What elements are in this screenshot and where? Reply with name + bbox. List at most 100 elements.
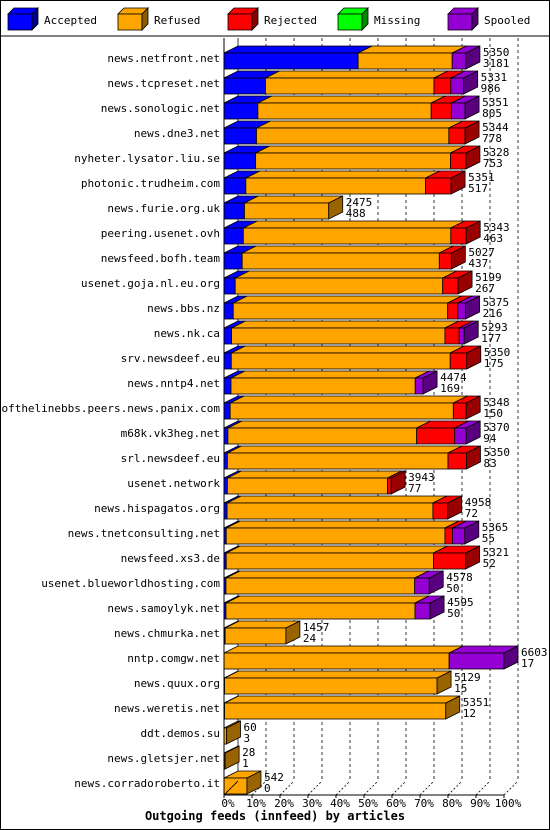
bar-total-label: 5129: [454, 671, 481, 684]
bar-top: [229, 395, 468, 404]
bar: [225, 602, 416, 620]
bar-total-label: 5027: [468, 246, 495, 259]
bar: [438, 252, 452, 270]
x-tick-label: 30%: [302, 797, 322, 810]
bar-side: [422, 370, 438, 395]
legend-swatch-side: [141, 7, 149, 31]
bar: [450, 227, 467, 245]
bar-accepted-label: 50: [447, 607, 460, 620]
bar-category-label: news.corradoroberto.it: [74, 777, 220, 790]
bar: [432, 502, 449, 520]
bar-side: [328, 195, 344, 220]
bar-segment-refused: [226, 495, 448, 520]
bar-side: [457, 270, 473, 295]
bar-top: [223, 45, 373, 54]
bar-side: [445, 695, 461, 720]
bar-segment-refused: [357, 45, 467, 70]
bar-total-label: 5375: [483, 296, 510, 309]
bar-segment-spooled: [414, 370, 438, 395]
bar-accepted-label: 17: [521, 657, 534, 670]
legend-label: Spooled: [484, 14, 530, 27]
bar: [414, 577, 430, 595]
floor-grid: [363, 780, 379, 796]
legend-item-rejected: Rejected: [227, 7, 317, 31]
bar-category-label: news.chmurka.net: [114, 627, 220, 640]
bar: [433, 552, 467, 570]
bar-segment-rejected: [430, 95, 466, 120]
bar: [414, 377, 424, 395]
x-tick-label: 10%: [246, 797, 266, 810]
bar-total-label: 5370: [483, 421, 510, 434]
bar-total-label: 5348: [483, 396, 510, 409]
bar-segment-refused: [227, 420, 431, 445]
bar-side: [246, 770, 262, 795]
bar-side: [450, 170, 466, 195]
x-tick-label: 20%: [274, 797, 294, 810]
bar-segment-rejected: [433, 545, 481, 570]
bar-side: [429, 595, 445, 620]
bar-category-label: news.sonologic.net: [101, 102, 220, 115]
floor-grid: [391, 780, 407, 796]
bar-category-label: news.samoylyk.net: [107, 602, 220, 615]
bar-total-label: 5350: [483, 446, 510, 459]
bar-total-label: 6603: [521, 646, 548, 659]
bar: [223, 452, 228, 470]
bar-segment-accepted: [223, 45, 373, 70]
bar-accepted-label: 83: [483, 457, 496, 470]
bar-top: [227, 470, 402, 479]
bar-top: [245, 170, 440, 179]
bar-top: [256, 120, 464, 129]
bar-segment-refused: [223, 720, 241, 745]
bar-segment-refused: [256, 120, 464, 145]
bar-side: [465, 420, 481, 445]
bar: [223, 202, 245, 220]
bar-segment-spooled: [450, 70, 479, 95]
bar-total-label: 5351: [463, 696, 490, 709]
bar-segment-refused: [224, 670, 452, 695]
bar-accepted-label: 0: [264, 782, 271, 795]
bar-segment-refused: [231, 320, 460, 345]
bar-segment-rejected: [452, 395, 481, 420]
bar-accepted-label: 15: [454, 682, 467, 695]
bar: [387, 477, 392, 495]
bar-total-label: 1457: [303, 621, 330, 634]
bar: [430, 102, 452, 120]
bar-top: [233, 295, 462, 304]
bar-category-label: usenet.goja.nl.eu.org: [81, 277, 220, 290]
bar: [255, 152, 451, 170]
bar-accepted-label: 517: [468, 182, 488, 195]
bar-top: [255, 145, 465, 154]
bar-accepted-label: 463: [483, 232, 503, 245]
bar: [442, 277, 459, 295]
bar-segment-refused: [226, 445, 463, 470]
floor-grid: [279, 780, 295, 796]
legend-item-refused: Refused: [117, 7, 200, 31]
bar-total-label: 4958: [465, 496, 492, 509]
bar-total-label: 5331: [481, 71, 508, 84]
bar-category-label: news.nk.ca: [154, 327, 220, 340]
bar-segment-refused: [225, 595, 430, 620]
legend-item-spooled: Spooled: [447, 7, 530, 31]
bar-accepted-label: 753: [483, 157, 503, 170]
bar-side: [428, 570, 444, 595]
bar: [223, 77, 266, 95]
bar-segment-refused: [223, 745, 240, 770]
bar-accepted-label: 24: [303, 632, 317, 645]
bar-total-label: 4595: [447, 596, 474, 609]
bar: [226, 502, 434, 520]
bar-total-label: 5344: [482, 121, 509, 134]
bar: [454, 427, 467, 445]
legend-swatch-side: [251, 7, 259, 31]
bar: [265, 77, 435, 95]
bar-accepted-label: 175: [484, 357, 504, 370]
bar-row: endofthelinebbs.peers.news.panix.com 5348…: [0, 395, 510, 420]
